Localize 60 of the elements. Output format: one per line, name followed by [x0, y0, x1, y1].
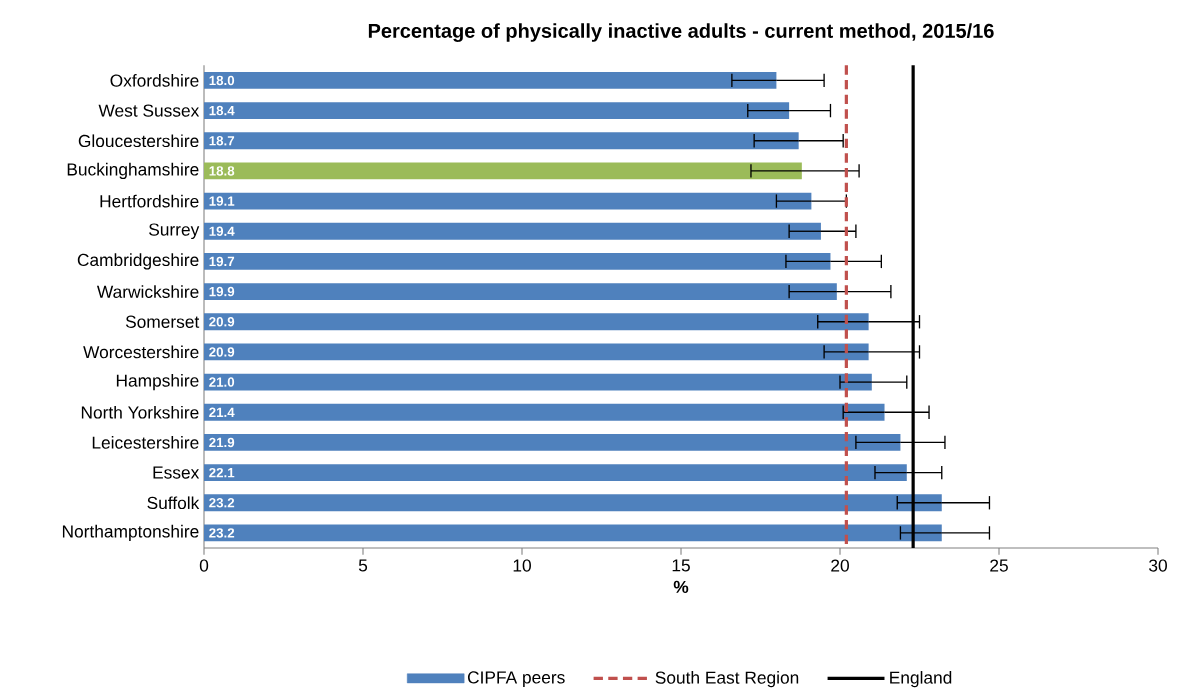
data-label: 20.9: [209, 347, 235, 357]
bar: [204, 313, 869, 331]
y-tick-label: North Yorkshire: [81, 405, 199, 419]
y-tick-label: Worcestershire: [83, 345, 199, 359]
x-tick-label: 10: [513, 559, 531, 572]
bar: [204, 222, 821, 240]
data-label: 19.7: [209, 256, 235, 267]
data-label: 21.4: [209, 407, 235, 417]
x-tick-label: 0: [199, 559, 209, 572]
x-tick-label: 15: [672, 559, 690, 572]
bar: [204, 252, 831, 270]
y-tick-label: Gloucestershire: [78, 134, 199, 148]
data-label: 18.0: [209, 75, 235, 86]
y-tick-label: Leicestershire: [92, 436, 199, 449]
legend-label: CIPFA peers: [467, 671, 565, 687]
data-label: 23.2: [209, 498, 235, 508]
data-label: 20.9: [209, 317, 235, 327]
x-axis-title: %: [673, 580, 689, 593]
bar: [204, 464, 907, 482]
bar: [204, 192, 812, 210]
y-tick-label: Warwickshire: [96, 285, 199, 298]
data-label: 18.4: [209, 105, 235, 116]
y-tick-label: Northamptonshire: [62, 524, 199, 541]
bar: [204, 403, 885, 421]
y-tick-label: Suffolk: [147, 496, 200, 510]
bar: [204, 283, 837, 301]
legend-label: South East Region: [655, 671, 799, 688]
y-tick-label: Surrey: [149, 223, 200, 240]
y-tick-label: Essex: [153, 466, 200, 479]
data-label: 19.1: [209, 196, 235, 206]
bar: [204, 373, 872, 391]
bar: [204, 132, 799, 150]
bar: [204, 71, 777, 89]
data-label: 23.2: [209, 528, 235, 538]
bar: [204, 494, 942, 512]
data-label: 19.4: [209, 226, 235, 236]
bar: [204, 343, 869, 361]
bar: [204, 524, 942, 542]
y-tick-label: Hampshire: [116, 374, 199, 391]
data-label: 18.7: [209, 136, 235, 146]
y-tick-label: Hertfordshire: [100, 194, 199, 208]
ref-line-label: England: [890, 671, 952, 688]
y-tick-label: West Sussex: [98, 104, 200, 117]
data-label: 22.1: [209, 467, 235, 478]
bar: [204, 162, 802, 180]
data-label: 21.0: [209, 377, 235, 387]
y-tick-label: Buckinghamshire: [67, 162, 199, 179]
y-tick-label: Cambridgeshire: [77, 253, 199, 270]
data-label: 19.9: [209, 286, 235, 297]
y-tick-label: Oxfordshire: [110, 74, 199, 87]
chart-title: Percentage of physically inactive adults - current method, 2015/16: [368, 23, 994, 42]
x-tick-label: 30: [1149, 559, 1167, 572]
data-label: 21.9: [209, 437, 235, 448]
data-label: 18.8: [209, 166, 235, 176]
bar: [204, 433, 901, 451]
x-tick-label: 25: [990, 559, 1008, 572]
y-tick-label: Somerset: [125, 315, 200, 328]
bar: [204, 102, 790, 120]
x-tick-label: 20: [831, 559, 849, 572]
x-tick-label: 5: [358, 559, 368, 572]
